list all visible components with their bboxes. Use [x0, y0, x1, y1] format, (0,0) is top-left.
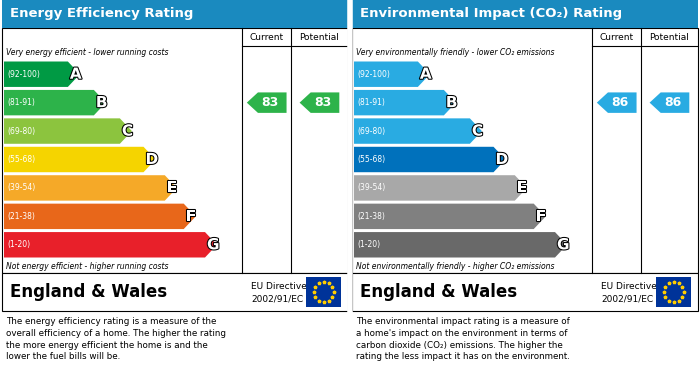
Bar [307, 277, 341, 307]
Text: C: C [122, 124, 133, 138]
Text: D: D [146, 152, 158, 167]
Text: Environmental Impact (CO₂) Rating: Environmental Impact (CO₂) Rating [360, 7, 622, 20]
Text: (1-20): (1-20) [7, 240, 30, 249]
Text: EU Directive: EU Directive [601, 282, 657, 291]
Bar [352, 0, 698, 28]
Text: (92-100): (92-100) [357, 70, 390, 79]
Text: The environmental impact rating is a measure of
a home's impact on the environme: The environmental impact rating is a mea… [356, 317, 570, 361]
Polygon shape [597, 92, 636, 113]
Text: Energy Efficiency Rating: Energy Efficiency Rating [10, 7, 193, 20]
Polygon shape [4, 232, 217, 258]
Text: (92-100): (92-100) [7, 70, 40, 79]
Text: B: B [446, 95, 458, 110]
Text: 2002/91/EC: 2002/91/EC [251, 294, 303, 303]
Text: Very energy efficient - lower running costs: Very energy efficient - lower running co… [6, 48, 169, 57]
Polygon shape [354, 147, 505, 172]
Text: A: A [70, 67, 82, 82]
Text: (81-91): (81-91) [7, 98, 35, 107]
Bar [2, 0, 348, 28]
Text: Very environmentally friendly - lower CO₂ emissions: Very environmentally friendly - lower CO… [356, 48, 554, 57]
Polygon shape [354, 118, 482, 144]
Text: (69-80): (69-80) [357, 127, 385, 136]
Text: Current: Current [600, 32, 634, 41]
Polygon shape [354, 90, 456, 115]
Text: (21-38): (21-38) [357, 212, 385, 221]
Text: B: B [96, 95, 108, 110]
Text: (55-68): (55-68) [7, 155, 35, 164]
Bar [657, 277, 691, 307]
Text: E: E [517, 180, 527, 196]
Bar [2, 273, 348, 311]
Polygon shape [354, 175, 527, 201]
Text: (1-20): (1-20) [357, 240, 380, 249]
Text: (69-80): (69-80) [7, 127, 35, 136]
Polygon shape [247, 92, 286, 113]
Polygon shape [650, 92, 690, 113]
Text: F: F [536, 209, 546, 224]
Polygon shape [4, 61, 80, 87]
Polygon shape [4, 147, 155, 172]
Text: A: A [420, 67, 432, 82]
Text: C: C [472, 124, 483, 138]
Polygon shape [354, 232, 567, 258]
Text: Potential: Potential [650, 32, 690, 41]
Bar [352, 28, 698, 273]
Polygon shape [4, 204, 196, 229]
Text: (55-68): (55-68) [357, 155, 385, 164]
Polygon shape [354, 204, 546, 229]
Text: EU Directive: EU Directive [251, 282, 307, 291]
Text: England & Wales: England & Wales [10, 283, 167, 301]
Text: F: F [186, 209, 196, 224]
Text: 86: 86 [664, 96, 681, 109]
Polygon shape [4, 90, 106, 115]
Text: (39-54): (39-54) [7, 183, 35, 192]
Text: England & Wales: England & Wales [360, 283, 517, 301]
Bar [2, 28, 348, 273]
Text: Not energy efficient - higher running costs: Not energy efficient - higher running co… [6, 262, 169, 271]
Text: 86: 86 [611, 96, 629, 109]
Text: 2002/91/EC: 2002/91/EC [601, 294, 653, 303]
Polygon shape [4, 118, 132, 144]
Text: 83: 83 [261, 96, 279, 109]
Text: Current: Current [250, 32, 284, 41]
Text: Potential: Potential [300, 32, 339, 41]
Bar [352, 273, 698, 311]
Text: G: G [207, 237, 220, 252]
Text: 83: 83 [314, 96, 331, 109]
Text: Not environmentally friendly - higher CO₂ emissions: Not environmentally friendly - higher CO… [356, 262, 554, 271]
Text: (81-91): (81-91) [357, 98, 385, 107]
Polygon shape [300, 92, 339, 113]
Polygon shape [354, 61, 430, 87]
Text: The energy efficiency rating is a measure of the
overall efficiency of a home. T: The energy efficiency rating is a measur… [6, 317, 226, 361]
Polygon shape [4, 175, 177, 201]
Text: (21-38): (21-38) [7, 212, 35, 221]
Text: G: G [557, 237, 570, 252]
Text: D: D [496, 152, 508, 167]
Text: E: E [167, 180, 177, 196]
Text: (39-54): (39-54) [357, 183, 385, 192]
